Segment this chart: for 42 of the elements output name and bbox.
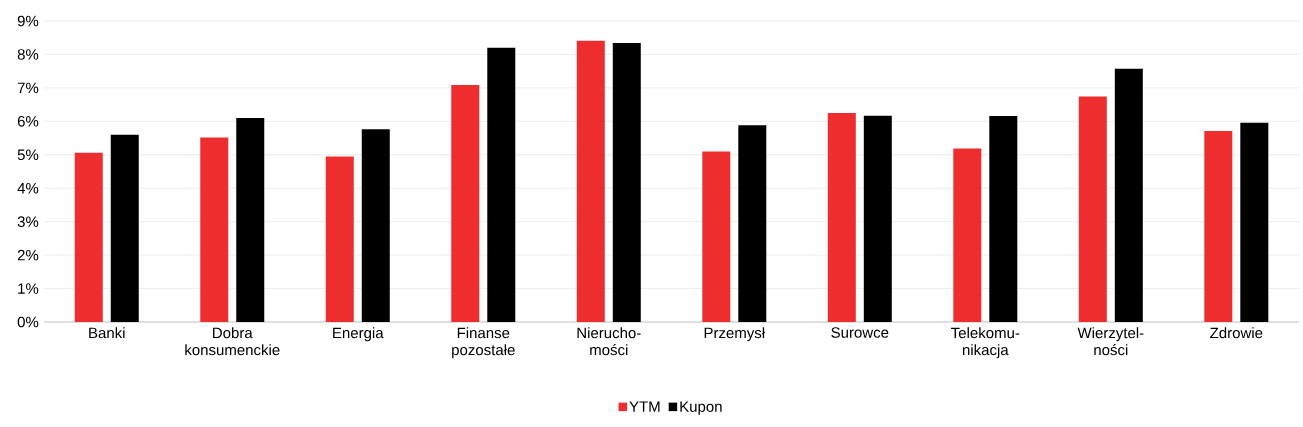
bar	[451, 84, 480, 322]
bar	[1114, 68, 1143, 322]
bar	[612, 43, 641, 322]
bar	[110, 134, 139, 322]
x-tick-label: Surowce	[831, 327, 889, 338]
bar	[325, 156, 354, 322]
y-tick-label: 5%	[17, 149, 39, 161]
bar	[989, 115, 1018, 322]
x-tick-label: Nierucho-mości	[577, 327, 641, 356]
bar	[576, 40, 605, 322]
x-tick-label: Finanse pozostałe	[452, 327, 515, 359]
x-tick-label: Telekomu-nikacja	[951, 327, 1020, 359]
legend-label: Kupon	[680, 401, 722, 415]
bar	[953, 148, 982, 322]
x-tick-label: Przemysł	[704, 327, 766, 342]
x-tick-label: Energia	[333, 327, 384, 342]
y-tick-label: 7%	[17, 82, 39, 94]
bar	[487, 47, 516, 322]
y-tick-label: 4%	[17, 182, 39, 194]
legend-label: YTM	[629, 401, 660, 412]
y-tick-label: 1%	[18, 283, 39, 294]
bar	[200, 137, 229, 322]
bar	[1078, 96, 1107, 322]
x-tick-label: Dobra konsumenckie	[185, 327, 280, 356]
x-tick-label: Zdrowie	[1210, 327, 1263, 339]
y-tick-label: 8%	[17, 49, 39, 60]
y-tick-label: 0%	[17, 316, 39, 328]
bar	[738, 125, 767, 322]
bar	[863, 115, 892, 322]
bar	[361, 129, 390, 322]
y-tick-label: 9%	[17, 15, 39, 27]
y-tick-label: 2%	[17, 249, 39, 261]
bar	[702, 151, 731, 322]
bar	[827, 112, 856, 322]
bar	[236, 117, 265, 322]
y-tick-label: 6%	[17, 116, 39, 127]
bar	[74, 152, 103, 322]
y-tick-label: 3%	[17, 216, 39, 227]
x-tick-label: Wierzytel-ności	[1077, 327, 1144, 356]
x-tick-label: Banki	[89, 327, 125, 339]
bar	[1204, 131, 1233, 322]
bar	[1240, 122, 1269, 322]
